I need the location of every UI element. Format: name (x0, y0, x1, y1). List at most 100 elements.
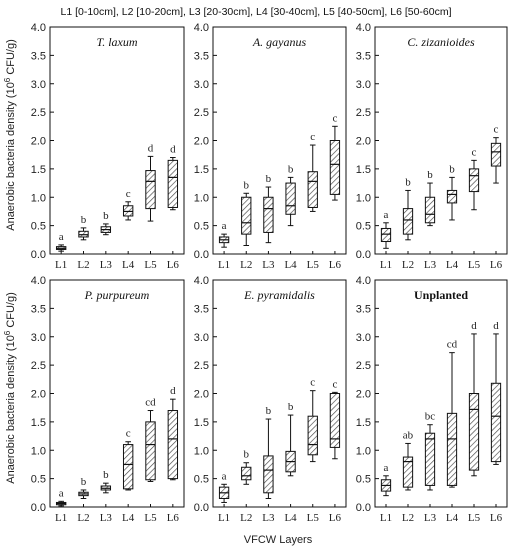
significance-letter: c (126, 428, 131, 440)
y-tick-label: 2.0 (31, 389, 46, 401)
box-body (329, 140, 341, 195)
significance-letter: cd (145, 397, 156, 409)
panel-2: 0.0 0.5 1.0 1.5 2.0 2.5 3.0 3.5 4.0 L1 a L2 b L3 b L4 b L… (194, 22, 347, 271)
significance-letter: cd (447, 339, 458, 351)
y-tick-label: 2.5 (31, 360, 46, 372)
significance-letter: a (59, 231, 64, 243)
x-tick-label: L2 (77, 512, 89, 524)
box-L3: b (263, 405, 274, 499)
y-axis-label-bottom: Anaerobic bacteria density (106 CFU/g) (3, 292, 17, 484)
box-body (490, 142, 502, 167)
y-tick-label: 1.0 (194, 445, 209, 457)
significance-letter: d (170, 385, 176, 397)
box-body (380, 227, 392, 243)
box-L2: b (241, 449, 252, 485)
box-body (446, 189, 458, 204)
x-tick-label: L3 (424, 259, 437, 271)
panel-title: T. laxum (96, 35, 137, 49)
significance-letter: d (170, 144, 176, 156)
y-tick-label: 1.5 (31, 417, 46, 429)
box-L2: b (402, 176, 414, 241)
box-body (402, 208, 414, 235)
y-tick-label: 0.5 (31, 474, 46, 486)
y-tick-label: 2.5 (356, 360, 371, 372)
x-tick-label: L5 (468, 512, 481, 524)
y-tick-label: 1.0 (356, 192, 371, 204)
y-tick-label: 0.5 (194, 474, 209, 486)
box-body (167, 410, 179, 480)
x-tick-label: L4 (446, 512, 459, 524)
y-tick-label: 3.0 (194, 79, 209, 91)
ylabel-part-3: CFU/g) (5, 39, 17, 78)
x-tick-label: L4 (446, 259, 459, 271)
x-tick-label: L6 (329, 259, 342, 271)
ylabel-part-1: Anaerobic bacteria density (10 (5, 335, 17, 484)
y-tick-label: 0.0 (31, 502, 46, 514)
y-tick-label: 0.5 (356, 474, 371, 486)
x-tick-label: L6 (167, 512, 180, 524)
box-body (307, 171, 318, 208)
significance-letter: b (288, 401, 294, 413)
y-axis-label-top: Anaerobic bacteria density (106 CFU/g) (3, 39, 17, 231)
panel-title: A. gayanus (252, 35, 307, 49)
box-L1: a (218, 220, 230, 248)
box-L6: c (329, 112, 341, 201)
box-body (424, 196, 436, 224)
significance-letter: b (266, 405, 272, 417)
significance-letter: c (332, 112, 337, 124)
box-L4: b (285, 163, 296, 227)
significance-letter: b (244, 449, 250, 461)
x-tick-label: L1 (55, 259, 67, 271)
box-L1: a (55, 231, 67, 252)
y-tick-label: 1.5 (356, 164, 371, 176)
x-tick-label: L6 (490, 259, 503, 271)
box-L5: c (307, 131, 318, 212)
x-tick-label: L1 (55, 512, 67, 524)
y-tick-label: 4.0 (31, 22, 46, 34)
y-tick-label: 3.5 (356, 303, 371, 315)
y-tick-label: 0.5 (356, 221, 371, 233)
x-tick-label: L2 (77, 259, 89, 271)
y-tick-label: 3.0 (31, 332, 46, 344)
panel-3: 0.0 0.5 1.0 1.5 2.0 2.5 3.0 3.5 4.0 L1 a L2 b L3 b L4 b L… (356, 22, 508, 271)
box-L5: cd (145, 397, 156, 482)
y-tick-label: 2.0 (356, 136, 371, 148)
box-L4: c (122, 188, 134, 221)
y-tick-label: 3.0 (31, 79, 46, 91)
box-L1: a (380, 462, 392, 497)
significance-letter: b (81, 214, 87, 226)
y-tick-label: 4.0 (356, 22, 371, 34)
x-tick-label: L4 (122, 512, 135, 524)
panels: 0.0 0.5 1.0 1.5 2.0 2.5 3.0 3.5 4.0 L1 a L2 b L3 b L4 c L… (31, 22, 508, 524)
box-L6: d (490, 320, 502, 465)
x-tick-label: L5 (307, 512, 320, 524)
y-tick-label: 2.0 (194, 389, 209, 401)
x-tick-label: L1 (218, 259, 230, 271)
panel-4: 0.0 0.5 1.0 1.5 2.0 2.5 3.0 3.5 4.0 L1 a L2 b L3 b L4 c L… (31, 275, 185, 524)
y-tick-label: 0.0 (356, 249, 371, 261)
y-tick-label: 3.5 (31, 50, 46, 62)
y-tick-label: 1.5 (356, 417, 371, 429)
significance-letter: b (103, 210, 109, 222)
y-tick-label: 1.0 (194, 192, 209, 204)
significance-letter: d (493, 320, 499, 332)
box-body (424, 432, 436, 486)
box-body (468, 168, 480, 193)
box-L1: a (55, 487, 67, 507)
plot-frame (49, 279, 185, 508)
box-body (145, 421, 156, 481)
x-tick-label: L3 (100, 512, 113, 524)
significance-letter: a (384, 209, 389, 221)
plot-frame (374, 26, 508, 255)
significance-letter: c (310, 377, 315, 389)
x-tick-label: L5 (144, 259, 157, 271)
y-tick-label: 2.0 (31, 136, 46, 148)
significance-letter: a (59, 487, 64, 499)
y-tick-label: 2.5 (194, 107, 209, 119)
y-tick-label: 3.0 (194, 332, 209, 344)
significance-letter: b (288, 163, 294, 175)
significance-letter: c (494, 124, 499, 136)
box-L3: b (100, 210, 112, 236)
y-tick-label: 0.5 (31, 221, 46, 233)
